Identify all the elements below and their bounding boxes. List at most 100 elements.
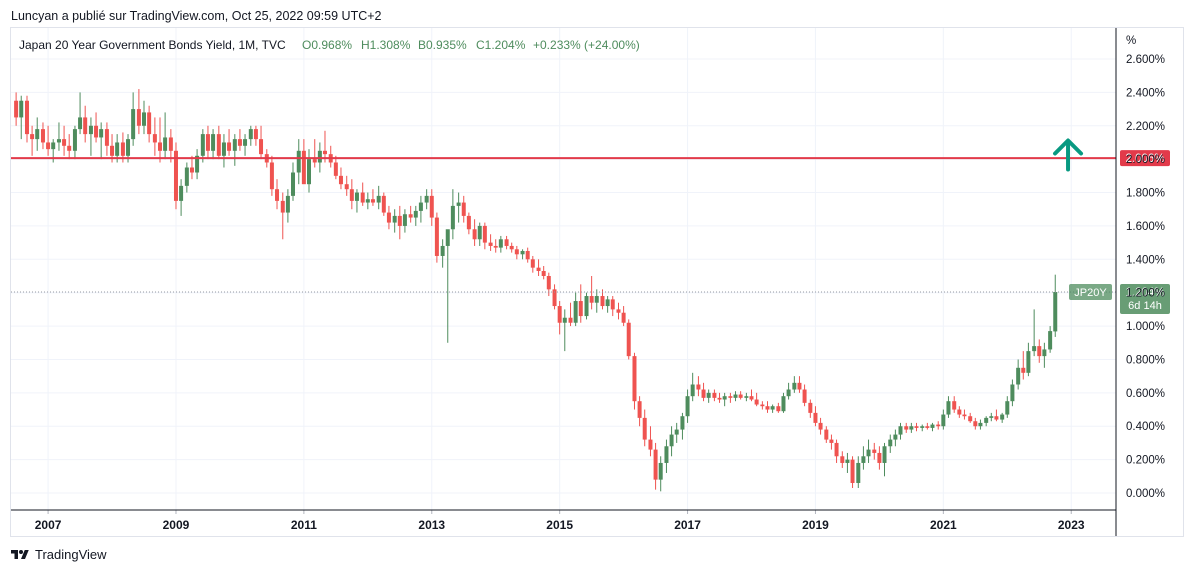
candle [781,392,786,413]
candle-body [333,162,338,176]
candle-body [56,139,61,143]
candles [14,89,1058,492]
candle [898,422,903,440]
candle [669,426,674,457]
candle [600,289,605,310]
candle-body [142,112,147,126]
candle-body [83,117,88,135]
candle-body [626,322,631,357]
x-tick-label: 2017 [674,518,701,532]
candle [269,155,274,196]
candle-body [914,426,919,428]
candle [632,352,637,410]
candle-body [211,134,216,151]
candle-body [285,195,290,213]
candle [893,429,898,447]
candle [397,205,402,240]
candle-body [562,317,567,323]
candle-body [616,309,621,313]
candle [520,249,525,260]
candle [72,125,77,160]
candle-body [600,296,605,307]
candle [589,276,594,310]
candle [525,247,530,263]
candle-body [685,396,690,417]
candle-body [872,449,877,453]
candle [909,422,914,433]
candle [973,417,978,430]
candle [312,139,317,168]
candle [78,92,83,135]
candle [1005,396,1010,418]
candle [530,255,535,273]
candle-body [658,462,663,480]
candle [275,179,280,210]
candle [760,401,765,410]
candle-body [392,215,397,223]
candle-body [957,409,962,415]
y-tick-label: 0.600% [1126,388,1165,400]
candle-body [360,192,365,203]
candle [338,167,343,190]
candle-body [952,401,957,410]
candle-body [402,214,407,226]
candle [541,265,546,280]
candle [573,292,578,327]
candle-body [776,406,781,412]
candle-body [94,125,99,138]
candle-body [72,129,77,151]
candle [712,389,717,402]
candle [749,389,754,402]
candle [952,396,957,413]
candle [1010,379,1015,407]
candle-body [749,396,754,400]
candle-body [445,229,450,246]
candle [488,234,493,251]
footer-brand[interactable]: TradingView [10,547,107,562]
candle [99,122,104,160]
tradingview-logo-icon [11,549,29,559]
candle [301,139,306,185]
candle [237,129,242,151]
candle-body [818,422,823,430]
candle-body [14,100,19,118]
candle [557,301,562,335]
candle-body [205,134,210,151]
candle [946,396,951,418]
candle [67,134,72,160]
candle-body [845,459,850,463]
candle [984,416,989,427]
candle [594,289,599,313]
candle [685,389,690,423]
candle-body [888,439,893,447]
candle-body [253,129,258,140]
candle-body [466,215,471,230]
candle-body [115,142,120,156]
candle [14,92,19,126]
candle-body [1010,384,1015,402]
candle-body [62,139,67,146]
candle-body [110,145,115,156]
candle [808,399,813,418]
candle-body [936,424,941,427]
candle [829,434,834,450]
x-tick-label: 2007 [35,518,62,532]
ticker-label: JP20Y [1074,287,1107,299]
candle-body [744,396,749,398]
candle-body [808,402,813,413]
candle-body [301,150,306,185]
candle [674,422,679,443]
candle [925,422,930,430]
candle-body [941,414,946,427]
y-tick-label: 1.400% [1126,254,1165,266]
legend-open: O0.968% [302,38,352,52]
candle-body [546,276,551,290]
candle [717,392,722,403]
candle [989,412,994,422]
candle-body [978,422,983,427]
candle-body [99,129,104,138]
chart-legend: Japan 20 Year Government Bonds Yield, 1M… [19,38,640,52]
level-price-tag [1120,150,1170,167]
candle [354,189,359,213]
